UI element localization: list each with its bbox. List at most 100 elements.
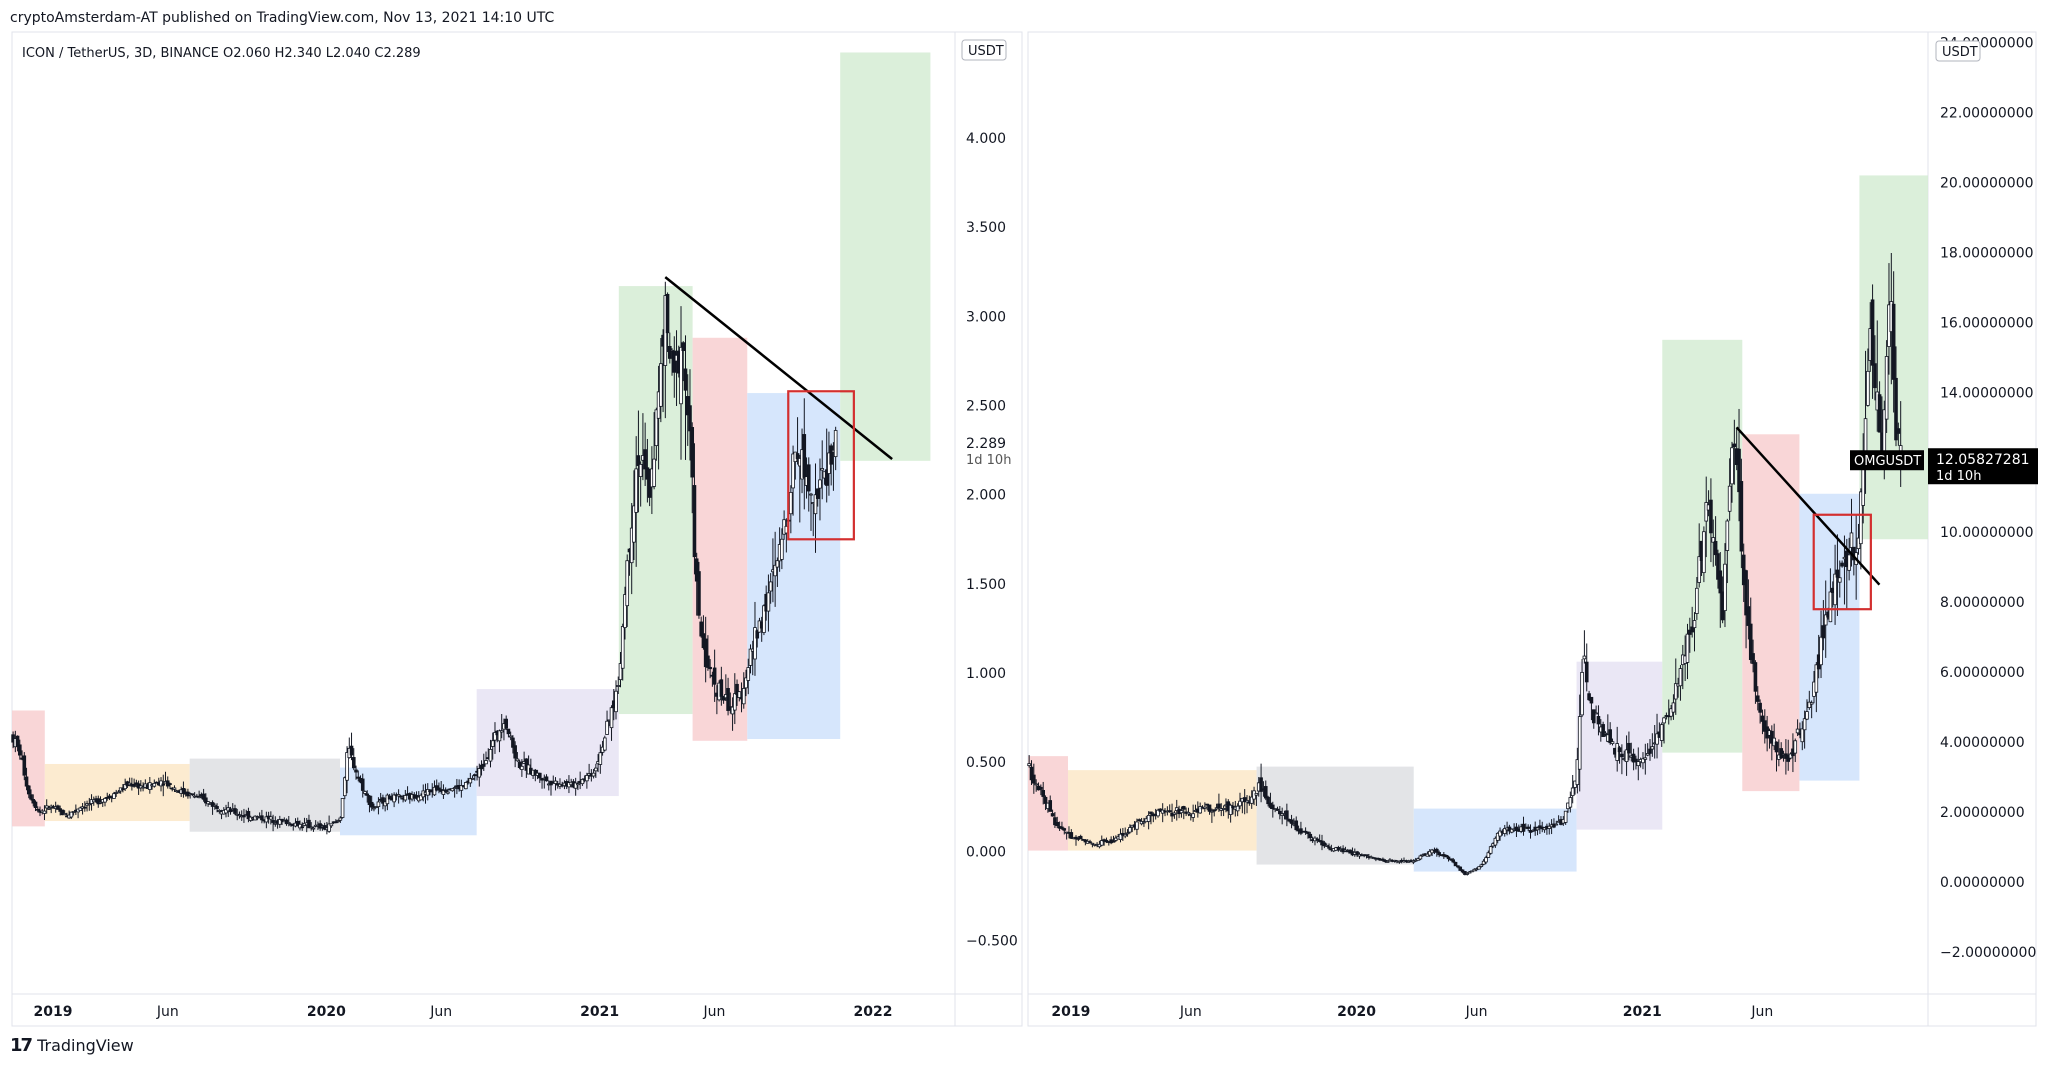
candle-body bbox=[1587, 693, 1591, 701]
candle-body bbox=[298, 823, 302, 829]
candle-body bbox=[1463, 871, 1467, 875]
candle-body bbox=[134, 782, 139, 785]
candle-body bbox=[822, 471, 827, 479]
candle-body bbox=[591, 772, 596, 777]
candle-body bbox=[455, 785, 459, 788]
candle-body bbox=[434, 785, 439, 791]
candle-body bbox=[739, 697, 744, 700]
candle-body bbox=[1568, 797, 1573, 808]
candle-body bbox=[325, 827, 329, 831]
candle-body bbox=[1758, 702, 1762, 713]
candle-body bbox=[414, 795, 419, 799]
candle-body bbox=[818, 479, 822, 489]
candle-body bbox=[549, 780, 553, 786]
candle-body bbox=[1791, 748, 1795, 757]
candle-body bbox=[744, 677, 748, 689]
candle-body bbox=[168, 783, 172, 785]
candle-body bbox=[1847, 554, 1851, 571]
candle-body bbox=[1873, 363, 1877, 389]
candle-body bbox=[235, 813, 240, 816]
candle-body bbox=[793, 451, 798, 463]
y-tick-label: 4.500 bbox=[966, 42, 1006, 58]
candle-body bbox=[1725, 520, 1730, 551]
candle-body bbox=[571, 781, 576, 788]
y-tick-label: 20.00000000 bbox=[1940, 175, 2034, 191]
candle-body bbox=[1102, 839, 1106, 842]
candle-body bbox=[1259, 777, 1263, 792]
candle-body bbox=[1275, 808, 1280, 811]
candle-body bbox=[726, 688, 730, 711]
y-tick-label: 2.000 bbox=[966, 488, 1006, 504]
candle-body bbox=[1360, 854, 1364, 857]
y-tick-label: 4.00000000 bbox=[1940, 735, 2025, 751]
candle-body bbox=[213, 804, 217, 807]
candle-body bbox=[1624, 749, 1629, 763]
candle-body bbox=[470, 777, 475, 780]
candle-body bbox=[567, 782, 571, 788]
candle-body bbox=[1231, 805, 1235, 809]
candle-body bbox=[757, 620, 762, 633]
candle-body bbox=[1397, 860, 1402, 863]
candle-body bbox=[1343, 849, 1348, 852]
candle-body bbox=[405, 793, 410, 796]
candle-body bbox=[343, 777, 347, 797]
candle-body bbox=[1573, 780, 1577, 788]
candle-body bbox=[1057, 826, 1062, 829]
candle-body bbox=[60, 809, 65, 816]
candle-body bbox=[1711, 537, 1716, 543]
candle-body bbox=[1317, 840, 1322, 842]
candle-body bbox=[1509, 828, 1514, 833]
candle-body bbox=[618, 663, 623, 681]
candle-body bbox=[1657, 731, 1662, 738]
candle-body bbox=[1891, 303, 1896, 380]
candle-body bbox=[477, 768, 482, 778]
candle-body bbox=[708, 666, 712, 670]
candle-body bbox=[1367, 856, 1371, 858]
candle-body bbox=[1390, 860, 1395, 862]
candle-body bbox=[1130, 824, 1135, 828]
candle-body bbox=[526, 764, 531, 775]
candle-body bbox=[224, 808, 228, 814]
trendline bbox=[664, 276, 893, 461]
tradingview-footer[interactable]: 17 TradingView bbox=[10, 1035, 134, 1056]
candle-body bbox=[174, 790, 179, 793]
candle-body bbox=[576, 783, 580, 786]
candle-body bbox=[441, 790, 446, 795]
candle-body bbox=[759, 621, 764, 629]
candle-body bbox=[1608, 729, 1612, 744]
candle-body bbox=[450, 788, 455, 792]
candle-body bbox=[340, 798, 345, 818]
candle-body bbox=[1591, 709, 1596, 724]
highlight-zone-4 bbox=[1576, 661, 1663, 830]
candle-body bbox=[206, 801, 210, 805]
candle-body bbox=[1029, 766, 1034, 781]
highlight-zone-2 bbox=[189, 758, 340, 832]
candle-body bbox=[638, 464, 643, 477]
candle-body bbox=[809, 493, 813, 496]
candle-body bbox=[1376, 857, 1381, 860]
highlight-zone-6 bbox=[692, 337, 748, 741]
candle-body bbox=[1383, 860, 1388, 862]
candle-body bbox=[634, 468, 638, 513]
candle-body bbox=[278, 819, 282, 825]
candle-body bbox=[316, 824, 320, 827]
candle-body bbox=[244, 814, 248, 817]
candle-body bbox=[578, 780, 582, 784]
candle-body bbox=[372, 807, 376, 810]
candle-body bbox=[116, 791, 121, 794]
candle-body bbox=[1828, 591, 1833, 623]
candle-body bbox=[260, 815, 264, 821]
candle-body bbox=[118, 787, 123, 792]
y-tick-label: 12.00000000 bbox=[1940, 455, 2034, 471]
candle-body bbox=[1301, 830, 1306, 833]
y-tick-label: 18.00000000 bbox=[1940, 245, 2034, 261]
candle-body bbox=[1310, 839, 1315, 842]
candle-body bbox=[1060, 826, 1064, 829]
candle-body bbox=[706, 655, 710, 668]
candle-body bbox=[1144, 818, 1149, 823]
candle-body bbox=[1306, 831, 1310, 834]
candle-body bbox=[1247, 801, 1252, 804]
candle-body bbox=[1249, 796, 1254, 804]
candle-body bbox=[1287, 819, 1292, 822]
